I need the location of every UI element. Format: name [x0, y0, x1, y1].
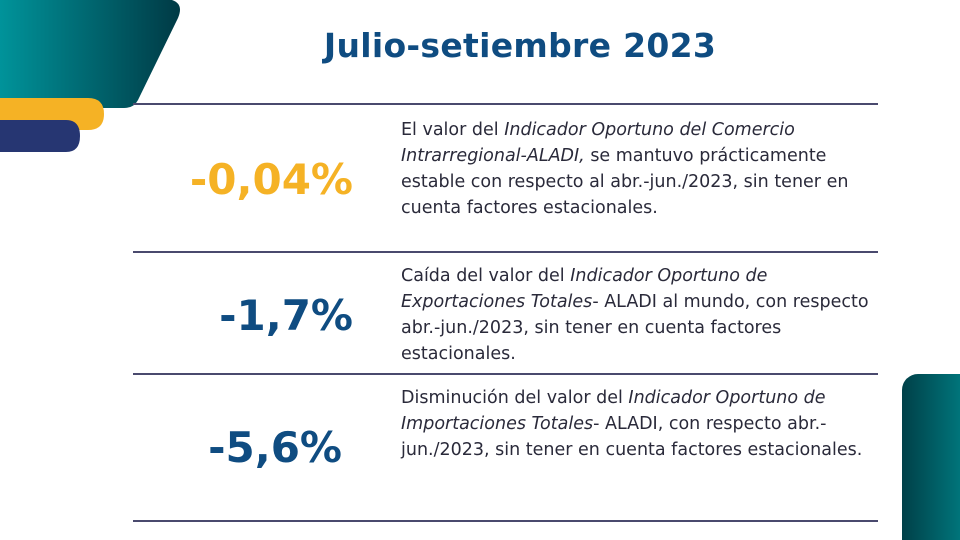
imports-description: Disminución del valor del Indicador Opor…: [401, 385, 881, 463]
description-segment: El valor del: [401, 120, 505, 140]
intraregional-description: El valor del Indicador Oportuno del Come…: [401, 117, 881, 221]
exports-value: -1,7%: [219, 291, 353, 340]
page-title: Julio-setiembre 2023: [323, 26, 717, 65]
description-segment: se mantuvo prácticamente estable con res…: [401, 146, 849, 218]
description-segment: Indicador Oportuno de Exportaciones Tota…: [401, 266, 768, 312]
divider: [133, 520, 878, 522]
intraregional-value: -0,04%: [189, 155, 353, 204]
description-segment: - ALADI, con respecto abr.-jun./2023, si…: [401, 414, 863, 460]
exports-description: Caída del valor del Indicador Oportuno d…: [401, 263, 881, 367]
description-segment: Disminución del valor del: [401, 388, 629, 408]
divider: [133, 373, 878, 375]
divider: [133, 251, 878, 253]
decorative-corner-shapes: [0, 0, 180, 152]
description-segment: - ALADI al mundo, con respecto abr.-jun.…: [401, 292, 869, 364]
description-segment: Caída del valor del: [401, 266, 571, 286]
divider: [133, 103, 878, 105]
imports-value: -5,6%: [208, 423, 342, 472]
description-segment: Indicador Oportuno de Importaciones Tota…: [401, 388, 826, 434]
decorative-corner-block: [902, 374, 960, 540]
description-segment: Indicador Oportuno del Comercio Intrarre…: [401, 120, 795, 166]
